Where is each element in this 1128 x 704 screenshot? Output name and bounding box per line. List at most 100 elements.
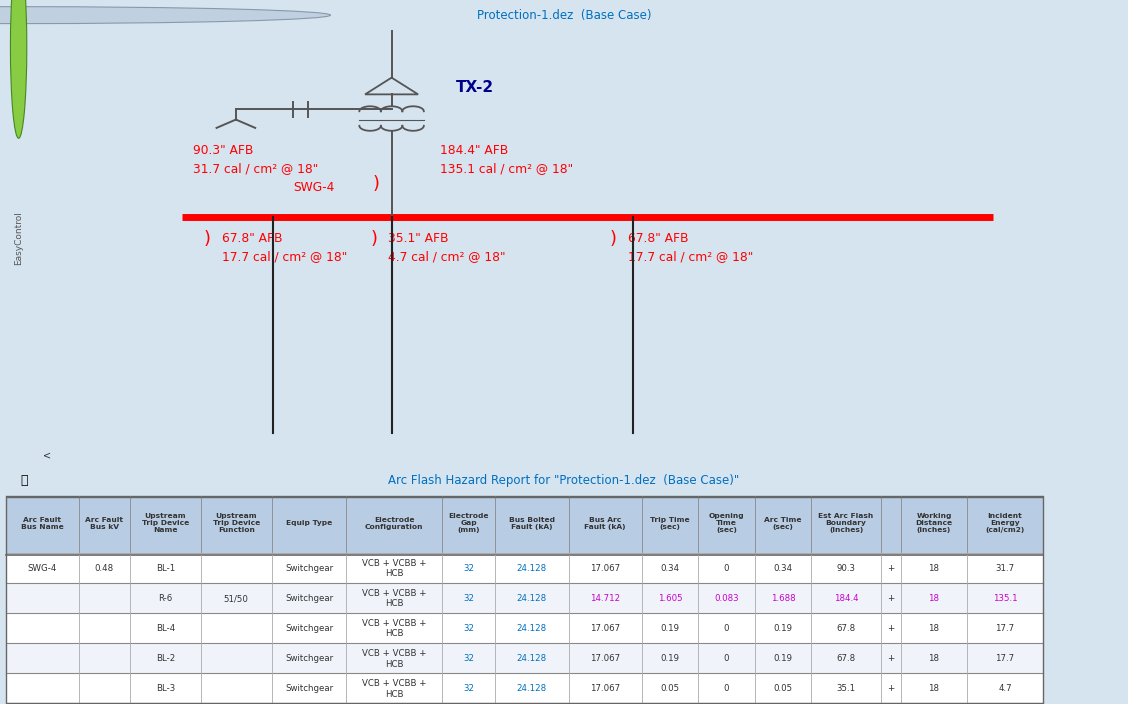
- Text: 31.7: 31.7: [996, 564, 1014, 573]
- Text: +: +: [888, 594, 895, 603]
- Text: BL-2: BL-2: [156, 654, 175, 663]
- Text: 0.19: 0.19: [661, 654, 679, 663]
- Text: VCB + VCBB +
HCB: VCB + VCBB + HCB: [362, 679, 426, 698]
- Text: 0.05: 0.05: [774, 684, 792, 693]
- Text: ): ): [609, 230, 617, 248]
- Text: 0: 0: [724, 654, 729, 663]
- Text: VCB + VCBB +
HCB: VCB + VCBB + HCB: [362, 619, 426, 639]
- Text: 18: 18: [928, 594, 940, 603]
- Text: 135.1 cal / cm² @ 18": 135.1 cal / cm² @ 18": [440, 163, 573, 175]
- Text: Bus Bolted
Fault (kA): Bus Bolted Fault (kA): [509, 517, 555, 529]
- Text: SWG-4: SWG-4: [27, 564, 58, 573]
- Text: 🔥: 🔥: [20, 474, 28, 486]
- Text: 17.7 cal / cm² @ 18": 17.7 cal / cm² @ 18": [628, 251, 754, 263]
- Circle shape: [0, 6, 331, 24]
- Text: 31.7 cal / cm² @ 18": 31.7 cal / cm² @ 18": [193, 163, 318, 175]
- Text: BL-4: BL-4: [156, 624, 175, 633]
- Text: +: +: [888, 624, 895, 633]
- Text: 35.1: 35.1: [837, 684, 855, 693]
- Text: 184.4: 184.4: [834, 594, 858, 603]
- Text: 17.067: 17.067: [590, 564, 620, 573]
- Circle shape: [10, 0, 27, 138]
- Text: 90.3" AFB: 90.3" AFB: [193, 144, 254, 158]
- Text: Electrode
Configuration: Electrode Configuration: [365, 517, 423, 529]
- Text: 4.7: 4.7: [998, 684, 1012, 693]
- Text: Trip Time
(sec): Trip Time (sec): [650, 517, 690, 529]
- Text: 17.067: 17.067: [590, 684, 620, 693]
- Bar: [6, 674, 1043, 703]
- Text: 17.7: 17.7: [996, 624, 1014, 633]
- Text: 0.34: 0.34: [661, 564, 679, 573]
- Text: Protection-1.dez  (Base Case): Protection-1.dez (Base Case): [477, 8, 651, 22]
- Text: 90.3: 90.3: [837, 564, 855, 573]
- Bar: [6, 553, 1043, 582]
- Text: 0: 0: [724, 564, 729, 573]
- Text: 32: 32: [464, 624, 474, 633]
- Bar: [6, 497, 1043, 553]
- Text: 24.128: 24.128: [517, 654, 547, 663]
- Text: 67.8" AFB: 67.8" AFB: [222, 232, 282, 245]
- Text: VCB + VCBB +
HCB: VCB + VCBB + HCB: [362, 559, 426, 578]
- Text: ): ): [372, 175, 379, 193]
- Text: 17.7: 17.7: [996, 654, 1014, 663]
- Text: 0.083: 0.083: [714, 594, 739, 603]
- Text: Arc Fault
Bus kV: Arc Fault Bus kV: [86, 517, 123, 529]
- Text: Switchgear: Switchgear: [285, 594, 333, 603]
- Text: 17.7 cal / cm² @ 18": 17.7 cal / cm² @ 18": [222, 251, 347, 263]
- Text: 67.8" AFB: 67.8" AFB: [628, 232, 688, 245]
- Text: 18: 18: [928, 654, 940, 663]
- Text: 51/50: 51/50: [223, 594, 249, 603]
- Text: 135.1: 135.1: [993, 594, 1017, 603]
- Text: Incident
Energy
(cal/cm2): Incident Energy (cal/cm2): [986, 513, 1024, 533]
- Text: 17.067: 17.067: [590, 654, 620, 663]
- Text: 0.34: 0.34: [774, 564, 792, 573]
- Text: BL-3: BL-3: [156, 684, 175, 693]
- Text: 1.688: 1.688: [770, 594, 795, 603]
- Text: 4.7 cal / cm² @ 18": 4.7 cal / cm² @ 18": [388, 251, 505, 263]
- Text: Equip Type: Equip Type: [285, 520, 333, 526]
- Text: 0.19: 0.19: [774, 654, 792, 663]
- Text: Upstream
Trip Device
Name: Upstream Trip Device Name: [142, 513, 188, 533]
- Text: Bus Arc
Fault (kA): Bus Arc Fault (kA): [584, 517, 626, 529]
- Text: 18: 18: [928, 684, 940, 693]
- Bar: [6, 643, 1043, 673]
- Text: Arc Flash Hazard Report for "Protection-1.dez  (Base Case)": Arc Flash Hazard Report for "Protection-…: [388, 474, 740, 486]
- Text: 24.128: 24.128: [517, 624, 547, 633]
- Text: 18: 18: [928, 564, 940, 573]
- Text: Switchgear: Switchgear: [285, 564, 333, 573]
- Text: 35.1" AFB: 35.1" AFB: [388, 232, 449, 245]
- Text: ): ): [204, 230, 211, 248]
- Text: 17.067: 17.067: [590, 624, 620, 633]
- Text: BL-1: BL-1: [156, 564, 175, 573]
- Text: 0.19: 0.19: [774, 624, 792, 633]
- Text: VCB + VCBB +
HCB: VCB + VCBB + HCB: [362, 589, 426, 608]
- Text: 1.605: 1.605: [658, 594, 682, 603]
- Text: SWG-4: SWG-4: [293, 181, 334, 194]
- Text: Est Arc Flash
Boundary
(inches): Est Arc Flash Boundary (inches): [819, 513, 873, 533]
- Text: Working
Distance
(inches): Working Distance (inches): [916, 513, 952, 533]
- Bar: [6, 584, 1043, 612]
- Text: TX-2: TX-2: [456, 80, 494, 95]
- Text: 32: 32: [464, 654, 474, 663]
- Text: 18: 18: [928, 624, 940, 633]
- Text: Arc Time
(sec): Arc Time (sec): [764, 517, 802, 529]
- Text: Arc Fault
Bus Name: Arc Fault Bus Name: [21, 517, 63, 529]
- Text: Switchgear: Switchgear: [285, 624, 333, 633]
- Text: 32: 32: [464, 564, 474, 573]
- Text: VCB + VCBB +
HCB: VCB + VCBB + HCB: [362, 649, 426, 669]
- Text: 24.128: 24.128: [517, 684, 547, 693]
- Text: 184.4" AFB: 184.4" AFB: [440, 144, 509, 158]
- Text: EasyControl: EasyControl: [15, 211, 23, 265]
- Text: Opening
Time
(sec): Opening Time (sec): [708, 513, 744, 533]
- Text: Upstream
Trip Device
Function: Upstream Trip Device Function: [213, 513, 259, 533]
- Text: Switchgear: Switchgear: [285, 684, 333, 693]
- Text: 32: 32: [464, 684, 474, 693]
- Text: Switchgear: Switchgear: [285, 654, 333, 663]
- Text: +: +: [888, 684, 895, 693]
- Text: Electrode
Gap
(mm): Electrode Gap (mm): [449, 513, 488, 533]
- Text: +: +: [888, 564, 895, 573]
- Text: 14.712: 14.712: [590, 594, 620, 603]
- Text: R-6: R-6: [158, 594, 173, 603]
- Text: 67.8: 67.8: [837, 624, 855, 633]
- Text: <: <: [43, 451, 51, 460]
